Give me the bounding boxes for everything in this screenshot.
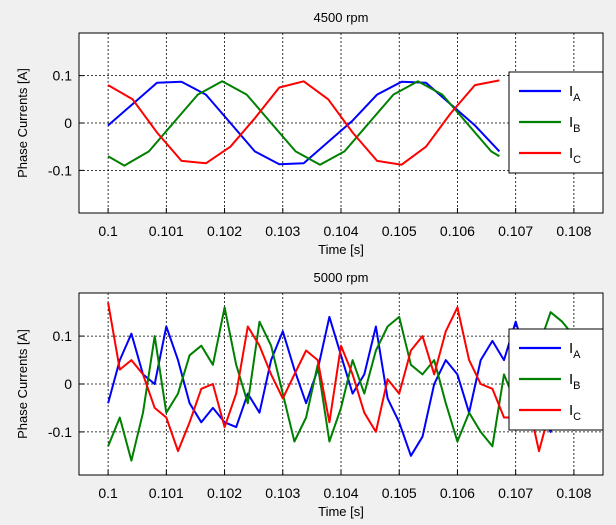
x-tick-label: 0.104 [323,223,358,239]
series-line-i-b [107,306,575,462]
legend-label: IA [569,83,581,104]
x-tick-label: 0.105 [382,223,417,239]
x-tick-label: 0.107 [498,485,533,501]
x-tick-label: 0.104 [323,485,358,501]
series-line-i-c [107,302,575,453]
x-tick-label: 0.1 [98,223,118,239]
series-line-i-a [107,315,575,457]
y-axis-label: Phase Currents [A] [15,329,30,439]
x-tick-label: 0.108 [556,485,591,501]
y-tick-label: 0.1 [53,328,73,344]
legend: IA IB IC [508,71,604,174]
x-axis-label: Time [s] [318,242,364,257]
chart-title: 5000 rpm [314,270,369,285]
x-axis-label: Time [s] [318,504,364,519]
legend-label: IA [569,340,581,361]
x-tick-label: 0.103 [265,485,300,501]
y-tick-label: -0.1 [48,162,72,178]
y-tick-label: -0.1 [48,424,72,440]
x-tick-label: 0.105 [382,485,417,501]
chart-5000-rpm: 0.1 0.101 0.102 0.103 0.104 0.105 0.106 0.107 0.… [15,270,604,519]
series-line-i-c [107,79,500,166]
x-tick-label: 0.106 [440,223,475,239]
chart-4500-rpm: 0.1 0.101 0.102 0.103 0.104 0.105 0.106 0.107 0.… [15,10,604,257]
legend-label: IC [569,145,581,166]
x-tick-label: 0.107 [498,223,533,239]
x-tick-label: 0.101 [149,223,184,239]
chart-title: 4500 rpm [314,10,369,25]
y-axis-label: Phase Currents [A] [15,68,30,178]
y-tick-label: 0 [64,115,72,131]
x-tick-label: 0.1 [98,485,118,501]
y-tick-label: 0.1 [53,68,73,84]
x-tick-label: 0.106 [440,485,475,501]
x-tick-label: 0.102 [207,485,242,501]
legend-label: IB [569,114,581,135]
series-line-i-b [107,80,500,167]
x-tick-label: 0.101 [149,485,184,501]
x-tick-label: 0.103 [265,223,300,239]
legend-label: IB [569,371,581,392]
legend-label: IC [569,402,581,423]
legend: IA IB IC [508,328,604,431]
x-tick-label: 0.102 [207,223,242,239]
y-tick-label: 0 [64,376,72,392]
x-tick-label: 0.108 [556,223,591,239]
